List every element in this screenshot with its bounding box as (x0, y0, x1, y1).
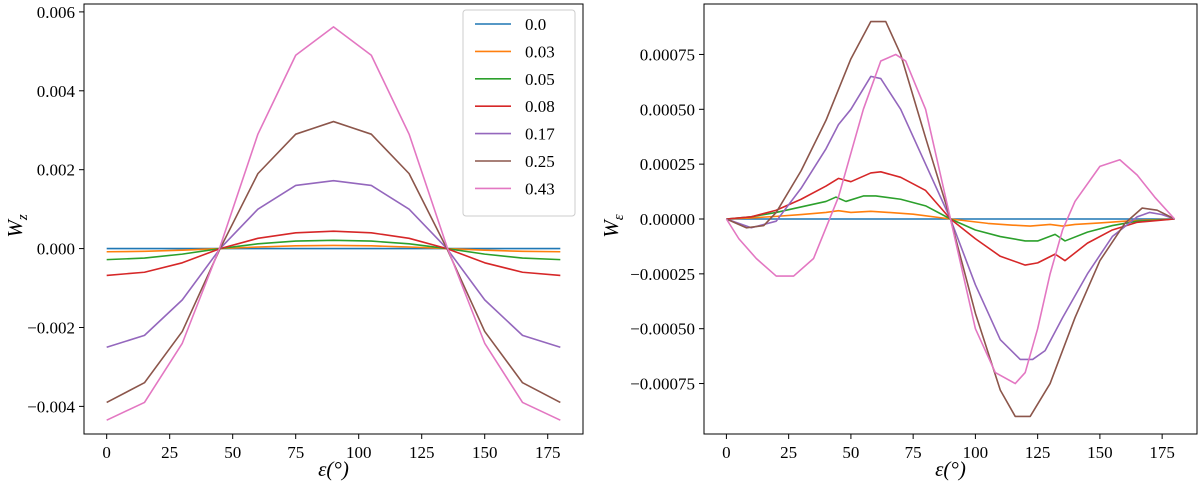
legend-entry-0.03: 0.03 (525, 42, 555, 61)
right-xtick-label: 75 (905, 443, 922, 462)
left-series-line-0.05 (106, 239, 561, 261)
right-ytick-label: −0.00025 (630, 265, 695, 284)
left-axes-frame (83, 3, 584, 435)
legend: 0.0 0.03 0.05 0.08 0.17 0.25 0.43 (462, 9, 576, 217)
left-xtick-label: 100 (346, 443, 372, 462)
right-ytick-label: 0.00075 (640, 45, 695, 64)
right-xtick-label: 100 (963, 443, 989, 462)
left-ytick-label: 0.006 (37, 3, 75, 22)
left-series-line-0.43 (106, 26, 561, 421)
legend-entry-0.05: 0.05 (525, 70, 555, 89)
left-series-group (106, 26, 561, 421)
right-xtick-label: 50 (842, 443, 859, 462)
left-ylabel: Wz (3, 214, 31, 238)
legend-entry-0.25: 0.25 (525, 152, 555, 171)
right-xtick-label: 175 (1149, 443, 1175, 462)
right-series-group (725, 20, 1176, 418)
right-series-line-0.43 (725, 53, 1176, 385)
right-ylabel: Wε (599, 214, 627, 238)
left-ytick-label: 0.000 (37, 240, 75, 259)
legend-box (462, 9, 576, 217)
right-ytick-label: −0.00075 (630, 375, 695, 394)
left-ytick-label: 0.004 (37, 82, 76, 101)
legend-entry-0.17: 0.17 (525, 125, 555, 144)
right-series-line-0.17 (726, 75, 1175, 361)
left-xtick-label: 125 (409, 443, 435, 462)
legend-entry-0.08: 0.08 (525, 97, 555, 116)
left-xtick-label: 25 (161, 443, 178, 462)
right-ytick-label: 0.00000 (640, 210, 695, 229)
left-ytick-label: −0.004 (27, 397, 75, 416)
right-xtick-label: 25 (780, 443, 797, 462)
left-xtick-label: 175 (535, 443, 561, 462)
left-ytick-label: 0.002 (37, 161, 75, 180)
right-series-line-0.05 (726, 195, 1175, 242)
left-ytick-label: −0.002 (27, 318, 75, 337)
left-panel: 0 25 50 75 100 125 150 175−0.004−0.0020.0000.00… (3, 3, 584, 481)
left-series-line-0.03 (106, 244, 561, 253)
right-ytick-label: 0.00025 (640, 155, 695, 174)
right-ytick-label: 0.00050 (640, 100, 695, 119)
legend-entry-0.43: 0.43 (525, 179, 555, 198)
right-xtick-label: 0 (722, 443, 731, 462)
legend-entry-0.0: 0.0 (525, 15, 546, 34)
right-xlabel: ε(°) (935, 457, 966, 481)
right-series-line-0.08 (726, 171, 1175, 266)
left-series-line-0.17 (106, 179, 561, 348)
left-xtick-label: 150 (472, 443, 498, 462)
left-series-line-0.08 (106, 230, 561, 277)
left-xtick-label: 75 (287, 443, 304, 462)
left-xtick-label: 50 (224, 443, 241, 462)
right-xtick-label: 125 (1025, 443, 1051, 462)
right-panel: 0 25 50 75 100 125 150 175 −0.00075 −0.00050 −0.00… (599, 3, 1198, 481)
right-xtick-label: 150 (1087, 443, 1113, 462)
left-xtick-label: 0 (102, 443, 111, 462)
left-xlabel: ε(°) (318, 457, 349, 481)
right-ytick-label: −0.00050 (630, 320, 695, 339)
left-series-line-0.25 (106, 120, 561, 404)
